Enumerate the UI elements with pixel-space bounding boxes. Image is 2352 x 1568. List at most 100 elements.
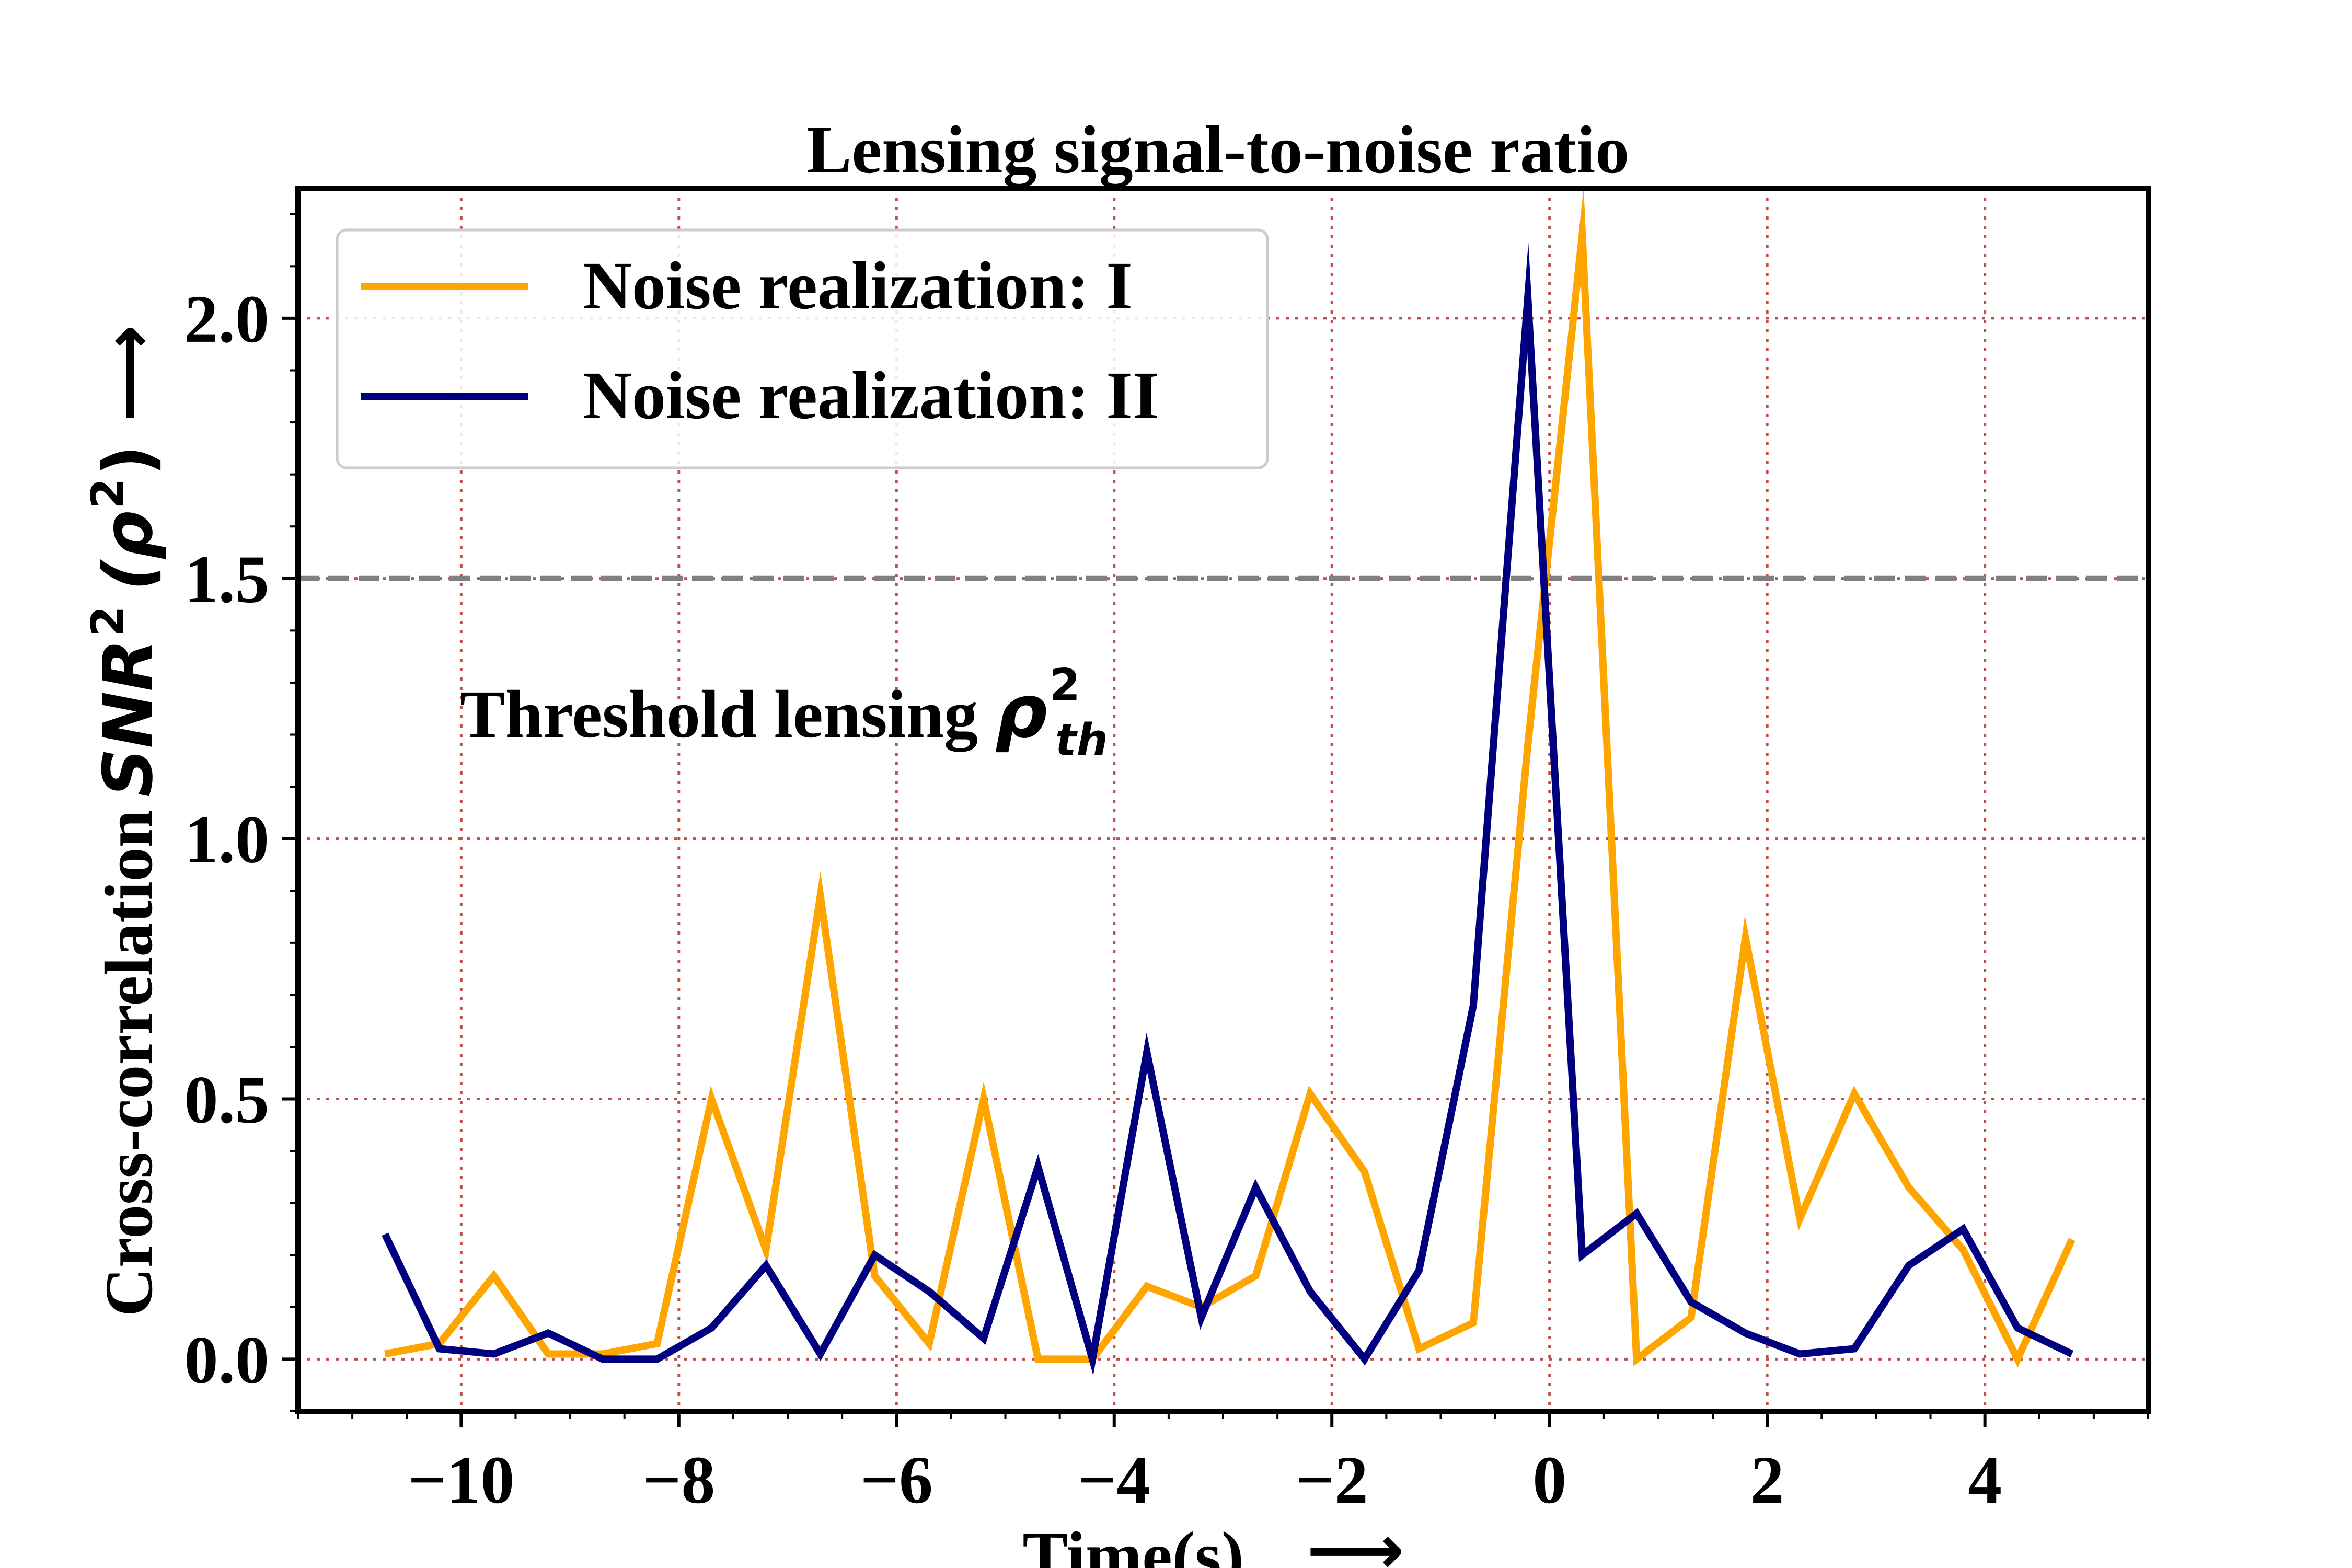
data-point-s2-14 [1146,1052,1147,1053]
tick-labels: −10 −8 −6 −4 −2 0 2 4 0.0 0.5 1.0 1.5 2.0 [185,282,2002,1518]
data-point-s1-11 [983,1099,984,1100]
data-point-s2-20 [1473,1005,1474,1006]
data-point-s2-18 [1364,1358,1365,1359]
data-point-s2-21 [1527,297,1528,298]
data-point-s2-3 [548,1333,549,1334]
data-point-s1-9 [874,1275,875,1276]
y-label-snr-sup: 2 [82,606,134,637]
x-axis-arrow: ⟶ [1307,1510,1404,1568]
data-point-s1-23 [1636,1358,1637,1359]
x-axis-label: Time(s) [1022,1518,1244,1568]
y-tick-label-3: 1.5 [185,542,270,617]
data-point-s1-26 [1800,1218,1801,1219]
data-point-s1-20 [1473,1322,1474,1323]
data-point-s2-0 [385,1233,386,1235]
data-point-s1-14 [1146,1286,1147,1287]
y-axis-label: Cross-correlation SNR 2 (ρ 2 ) ⟶ [82,325,168,1317]
data-point-s2-26 [1800,1353,1801,1354]
threshold-label: Threshold lensing ρ 2 th [460,660,1108,766]
data-point-s2-25 [1745,1333,1746,1334]
data-point-s2-11 [983,1338,984,1339]
data-point-s2-1 [439,1348,440,1350]
data-point-s2-5 [656,1358,658,1359]
data-point-s2-16 [1255,1187,1256,1188]
series-line-2 [382,243,2074,1376]
data-point-s1-22 [1582,235,1583,236]
y-tick-label-1: 0.5 [185,1063,270,1138]
data-point-s2-13 [1092,1358,1093,1359]
data-point-s1-17 [1310,1093,1311,1094]
data-point-s1-6 [711,1099,712,1100]
data-point-s1-31 [2071,1239,2072,1240]
series-layer [382,188,2076,1376]
data-point-s2-8 [820,1353,821,1354]
y-label-close: ) [88,445,168,476]
y-label-prefix: Cross-correlation [91,810,167,1317]
data-point-s2-10 [929,1291,930,1292]
threshold-label-rho: ρ [995,670,1047,755]
x-tick-label-5: 0 [1532,1443,1566,1518]
data-point-s1-21 [1527,744,1528,745]
data-point-s2-6 [711,1328,712,1329]
data-point-s1-30 [2017,1358,2018,1359]
data-point-s2-9 [874,1254,875,1255]
data-point-s1-12 [1037,1358,1039,1359]
data-point-s1-16 [1255,1275,1256,1276]
x-tick-label-6: 2 [1750,1443,1784,1518]
data-point-s1-2 [493,1275,494,1276]
data-point-s1-10 [929,1343,930,1344]
data-point-s1-19 [1419,1348,1420,1350]
data-point-s2-23 [1636,1213,1637,1214]
y-label-snr: SNR [88,639,168,798]
data-point-s1-28 [1908,1187,1909,1188]
data-point-s1-7 [765,1249,766,1250]
legend-box [336,228,1269,469]
data-point-s2-12 [1037,1166,1039,1167]
data-point-s1-0 [385,1353,386,1354]
data-point-s2-17 [1310,1291,1311,1292]
x-tick-label-3: −4 [1078,1443,1150,1518]
data-point-s1-4 [602,1353,603,1354]
data-point-s2-7 [765,1265,766,1266]
legend: Noise realization: I Noise realization: … [336,228,1269,469]
data-point-s2-31 [2071,1353,2072,1354]
y-tick-label-4: 2.0 [185,282,270,357]
data-point-s1-3 [548,1353,549,1354]
legend-label-series-2: Noise realization: II [583,358,1159,433]
data-point-s2-22 [1582,1254,1583,1255]
x-tick-label-0: −10 [408,1443,514,1518]
data-point-s1-29 [1963,1249,1964,1250]
y-tick-label-0: 0.0 [185,1322,270,1398]
threshold-label-sub: th [1055,714,1108,766]
data-point-s2-4 [602,1358,603,1359]
y-label-rho: (ρ [88,511,168,591]
x-tick-label-7: 4 [1968,1443,2002,1518]
threshold-label-text: Threshold lensing [460,677,995,752]
data-point-s2-15 [1201,1317,1202,1318]
data-point-s2-19 [1419,1270,1420,1271]
data-point-s2-29 [1963,1228,1964,1229]
series-line-1 [384,188,2076,1368]
data-point-s1-25 [1745,937,1746,938]
data-point-s2-24 [1690,1301,1691,1302]
x-tick-label-1: −8 [642,1443,715,1518]
y-label-rho-sup: 2 [82,478,134,509]
data-point-s1-8 [820,895,821,896]
data-point-s2-28 [1908,1265,1909,1266]
legend-label-series-1: Noise realization: I [583,248,1133,324]
x-tick-label-4: −2 [1296,1443,1368,1518]
chart-title: Lensing signal-to-noise ratio [806,112,1630,188]
x-tick-label-2: −6 [860,1443,933,1518]
y-label-arrow: ⟶ [88,325,168,422]
axis-ticks [282,213,2149,1427]
threshold-label-sup: 2 [1050,660,1080,711]
data-point-s2-27 [1854,1348,1855,1350]
data-point-s1-5 [656,1343,658,1344]
data-point-s2-30 [2017,1328,2018,1329]
data-point-s1-24 [1690,1317,1691,1318]
data-point-s1-18 [1364,1171,1365,1172]
data-point-s2-2 [493,1353,494,1354]
y-tick-label-2: 1.0 [185,802,270,878]
data-point-s1-27 [1854,1093,1855,1094]
